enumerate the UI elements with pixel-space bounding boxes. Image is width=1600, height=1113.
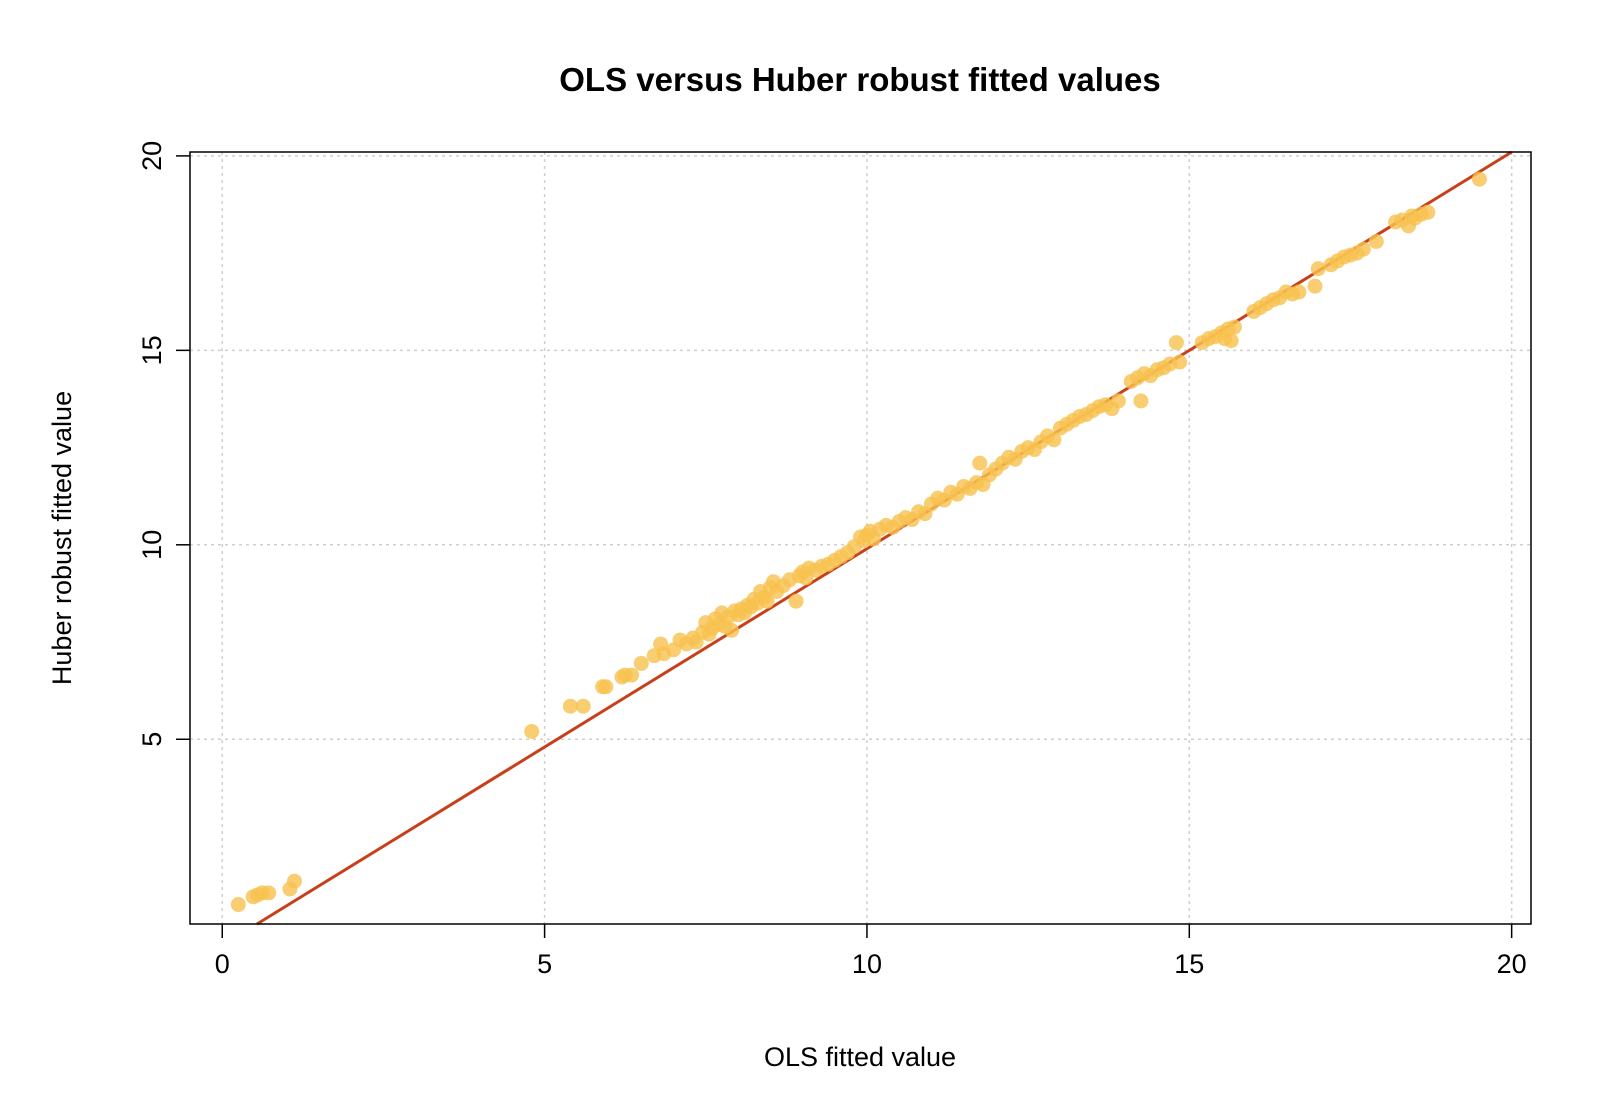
y-tick-label: 10 bbox=[137, 530, 167, 560]
data-point bbox=[1133, 393, 1149, 409]
reference-line-layer bbox=[256, 150, 1513, 926]
data-point bbox=[1168, 335, 1184, 351]
x-tick-label: 0 bbox=[215, 949, 230, 979]
data-point bbox=[972, 455, 988, 471]
data-point bbox=[1046, 432, 1062, 448]
y-tick-label: 15 bbox=[137, 335, 167, 365]
data-point bbox=[230, 897, 246, 913]
y-tick-label: 20 bbox=[137, 141, 167, 171]
y-axis: 5 10 15 20 bbox=[137, 141, 190, 747]
data-point bbox=[759, 593, 775, 609]
data-point bbox=[575, 698, 591, 714]
data-point bbox=[1420, 204, 1436, 220]
data-point bbox=[598, 679, 614, 695]
plot-frame bbox=[189, 151, 1532, 925]
chart-title: OLS versus Huber robust fitted values bbox=[559, 61, 1160, 98]
x-tick-label: 5 bbox=[537, 949, 552, 979]
data-point bbox=[1471, 171, 1487, 187]
y-tick-label: 5 bbox=[137, 732, 167, 747]
points-layer bbox=[230, 171, 1487, 913]
data-point bbox=[1355, 241, 1371, 257]
data-point bbox=[524, 723, 540, 739]
x-axis-label: OLS fitted value bbox=[764, 1042, 956, 1072]
reference-line bbox=[256, 150, 1513, 926]
x-tick-label: 20 bbox=[1497, 949, 1527, 979]
data-point bbox=[1110, 393, 1126, 409]
data-point bbox=[1310, 261, 1326, 277]
x-tick-label: 10 bbox=[852, 949, 882, 979]
data-point bbox=[624, 667, 640, 683]
data-point bbox=[261, 885, 277, 901]
data-point bbox=[1291, 284, 1307, 300]
data-point bbox=[1226, 319, 1242, 335]
data-point bbox=[286, 873, 302, 889]
data-point bbox=[1368, 233, 1384, 249]
x-axis: 0 5 10 15 20 bbox=[215, 924, 1527, 979]
data-point bbox=[724, 622, 740, 638]
data-point bbox=[1307, 278, 1323, 294]
data-point bbox=[1223, 333, 1239, 349]
data-point bbox=[1172, 354, 1188, 370]
data-point bbox=[562, 698, 578, 714]
data-point bbox=[633, 655, 649, 671]
y-axis-label: Huber robust fitted value bbox=[47, 391, 77, 685]
x-tick-label: 15 bbox=[1174, 949, 1204, 979]
data-point bbox=[788, 593, 804, 609]
